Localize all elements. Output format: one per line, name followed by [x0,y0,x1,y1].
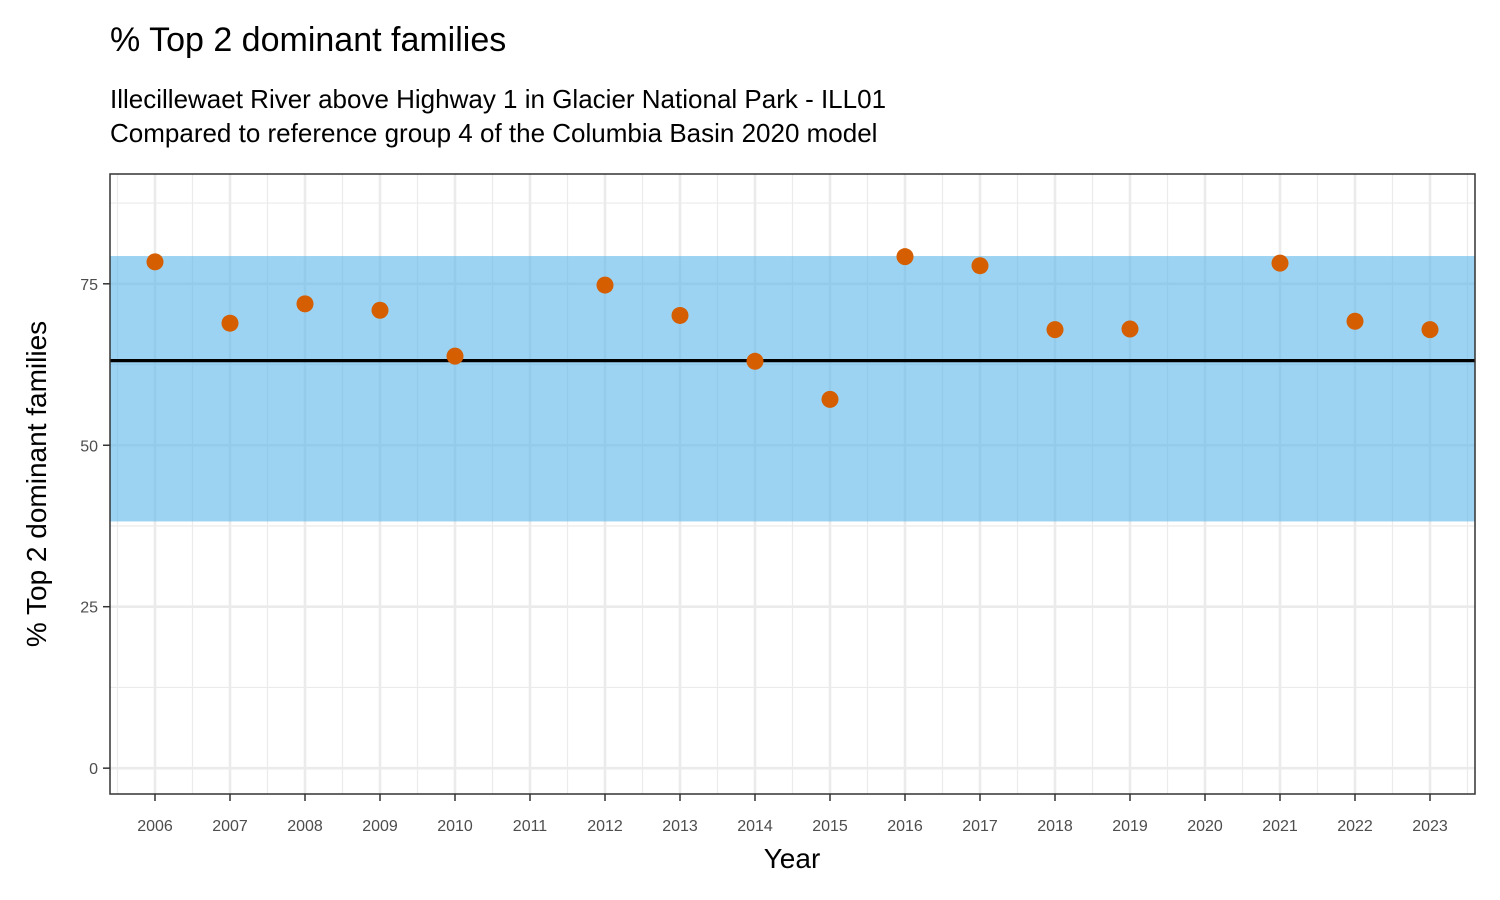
x-tick-label-2013: 2013 [662,818,698,835]
y-tick-label: 75 [80,277,98,294]
data-point-2007 [221,314,239,332]
data-point-2019 [1121,320,1139,338]
chart-title: % Top 2 dominant families [110,21,506,59]
x-tick-label-2006: 2006 [137,818,173,835]
x-tick-label-2021: 2021 [1262,818,1298,835]
data-points [146,248,1439,408]
x-tick-label-2023: 2023 [1412,818,1448,835]
reference-band-group [110,256,1475,522]
x-tick-label-2012: 2012 [587,818,623,835]
y-tick-label: 25 [80,600,98,617]
reference-band [110,256,1475,522]
x-tick-label-2018: 2018 [1037,818,1073,835]
y-axis-title: % Top 2 dominant families [21,321,52,647]
x-tick-label-2020: 2020 [1187,818,1223,835]
x-tick-label-2007: 2007 [212,818,248,835]
data-point-2010 [446,347,464,365]
x-tick-label-2019: 2019 [1112,818,1148,835]
data-point-2015 [821,390,839,408]
y-tick-label: 50 [80,438,98,455]
x-tick-label-2011: 2011 [513,818,548,835]
plot-panel-border [109,173,1476,795]
x-tick-label-2016: 2016 [887,818,923,835]
data-point-2006 [146,253,164,271]
data-point-2012 [596,276,614,294]
x-tick-label-2017: 2017 [962,818,998,835]
data-point-2018 [1046,321,1064,339]
data-point-2009 [371,301,389,319]
chart-subtitle-line-1: Illecillewaet River above Highway 1 in G… [110,84,886,114]
x-tick-label-2014: 2014 [737,818,773,835]
data-point-2014 [746,352,764,370]
data-point-2013 [671,306,689,324]
data-point-2022 [1346,312,1364,330]
chart-subtitle-line-2: Compared to reference group 4 of the Col… [110,118,877,148]
x-tick-label-2015: 2015 [812,818,848,835]
data-point-2021 [1271,254,1289,272]
x-axis: 2006 2007 2008 2009 2010 2011 2012 2013 2014 2015… [137,794,1448,835]
x-axis-title: Year [764,843,821,874]
x-tick-label-2010: 2010 [437,818,473,835]
data-point-2023 [1421,321,1439,339]
y-axis: 0 25 50 75 [80,277,110,778]
data-point-2017 [971,257,989,275]
data-point-2008 [296,295,314,313]
x-tick-label-2022: 2022 [1337,818,1373,835]
y-tick-label: 0 [89,761,98,778]
x-tick-label-2008: 2008 [287,818,323,835]
x-tick-label-2009: 2009 [362,818,398,835]
data-point-2016 [896,248,914,266]
